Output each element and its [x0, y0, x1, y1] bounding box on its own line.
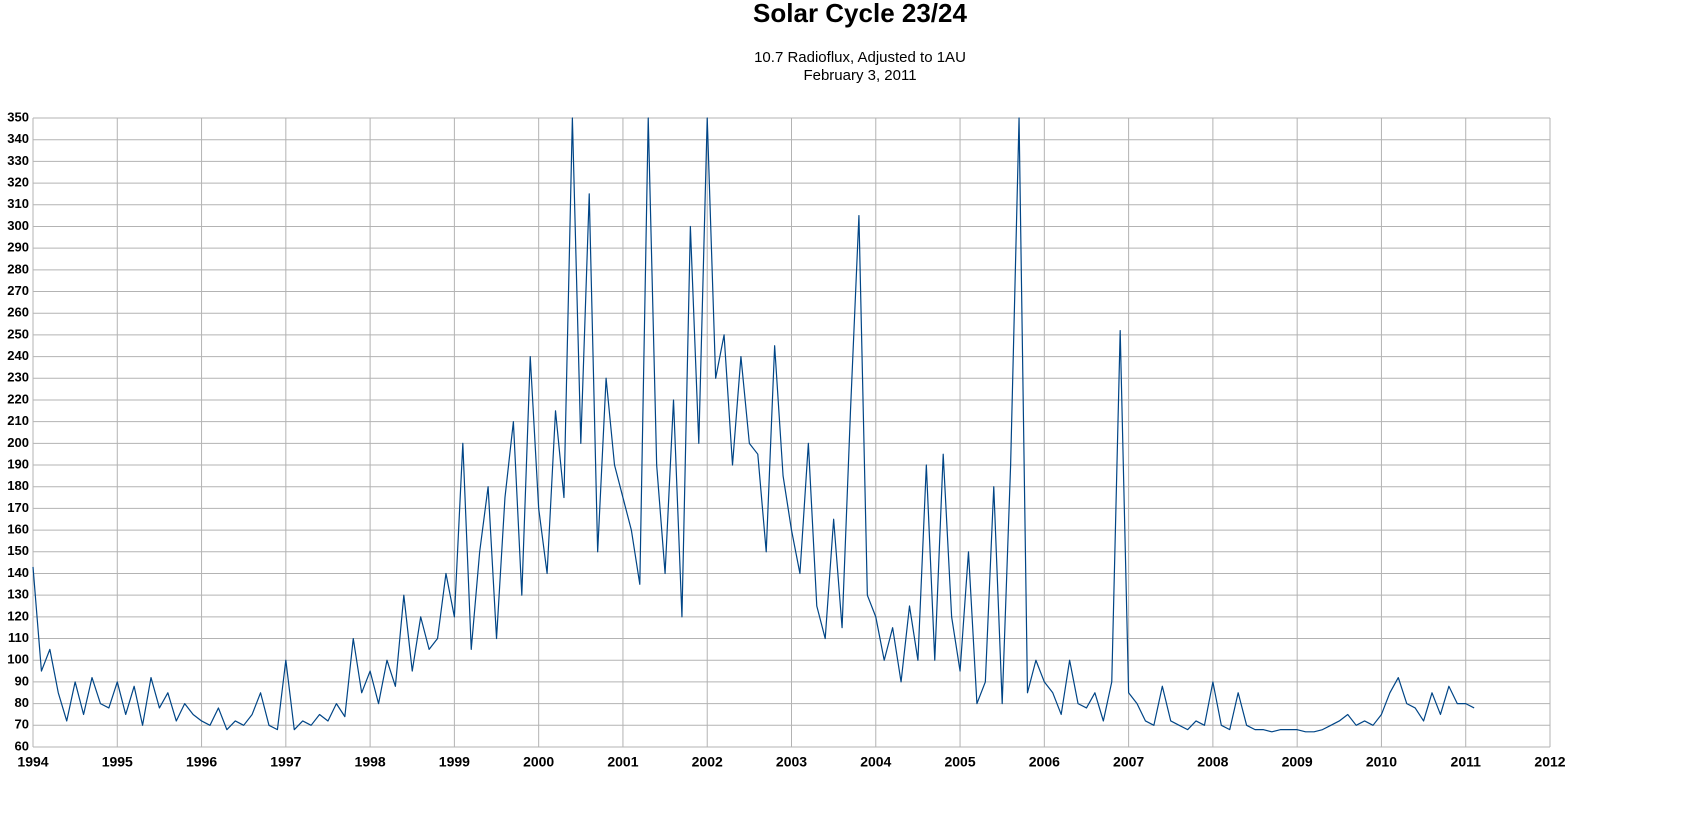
x-tick-label: 1998 [355, 754, 386, 770]
y-tick-label: 150 [7, 543, 29, 558]
x-tick-label: 1999 [439, 754, 470, 770]
data-line [32, 117, 1475, 733]
y-tick-label: 100 [7, 652, 29, 667]
x-tick-label: 2005 [944, 754, 975, 770]
x-tick-label: 2007 [1113, 754, 1144, 770]
x-tick-label: 2011 [1451, 754, 1482, 770]
y-tick-label: 70 [15, 717, 29, 732]
y-tick-label: 250 [7, 326, 29, 341]
y-tick-label: 240 [7, 348, 29, 363]
y-tick-label: 180 [7, 478, 29, 493]
y-tick-label: 120 [7, 608, 29, 623]
x-tick-label: 2012 [1534, 754, 1565, 770]
y-tick-label: 160 [7, 522, 29, 537]
y-tick-label: 170 [7, 500, 29, 515]
y-tick-label: 270 [7, 283, 29, 298]
x-tick-label: 2008 [1197, 754, 1228, 770]
x-tick-label: 2006 [1029, 754, 1060, 770]
y-tick-label: 200 [7, 435, 29, 450]
x-tick-label: 1997 [270, 754, 301, 770]
y-tick-label: 80 [15, 695, 29, 710]
x-tick-label: 1995 [102, 754, 133, 770]
y-tick-label: 140 [7, 565, 29, 580]
x-tick-label: 1994 [17, 754, 48, 770]
y-tick-label: 260 [7, 305, 29, 320]
y-tick-label: 210 [7, 413, 29, 428]
y-tick-label: 90 [15, 673, 29, 688]
y-tick-label: 230 [7, 370, 29, 385]
x-tick-label: 2001 [607, 754, 638, 770]
y-tick-label: 300 [7, 218, 29, 233]
y-tick-label: 190 [7, 456, 29, 471]
x-tick-label: 1996 [186, 754, 217, 770]
y-tick-label: 220 [7, 391, 29, 406]
y-tick-label: 310 [7, 196, 29, 211]
x-tick-label: 2010 [1366, 754, 1397, 770]
x-tick-label: 2004 [860, 754, 891, 770]
y-tick-label: 60 [15, 738, 29, 753]
y-tick-label: 320 [7, 175, 29, 190]
x-tick-label: 2003 [776, 754, 807, 770]
y-tick-label: 330 [7, 153, 29, 168]
y-tick-label: 110 [8, 630, 29, 645]
y-tick-label: 350 [7, 109, 29, 124]
x-tick-label: 2000 [523, 754, 554, 770]
x-tick-label: 2002 [692, 754, 723, 770]
chart-subtitle: 10.7 Radioflux, Adjusted to 1AU [754, 49, 966, 66]
chart-title: Solar Cycle 23/24 [753, 0, 967, 28]
y-tick-label: 280 [7, 261, 29, 276]
y-tick-label: 130 [7, 587, 29, 602]
x-tick-label: 2009 [1282, 754, 1313, 770]
y-tick-label: 340 [7, 131, 29, 146]
chart-subtitle: February 3, 2011 [803, 67, 916, 84]
y-tick-label: 290 [7, 240, 29, 255]
